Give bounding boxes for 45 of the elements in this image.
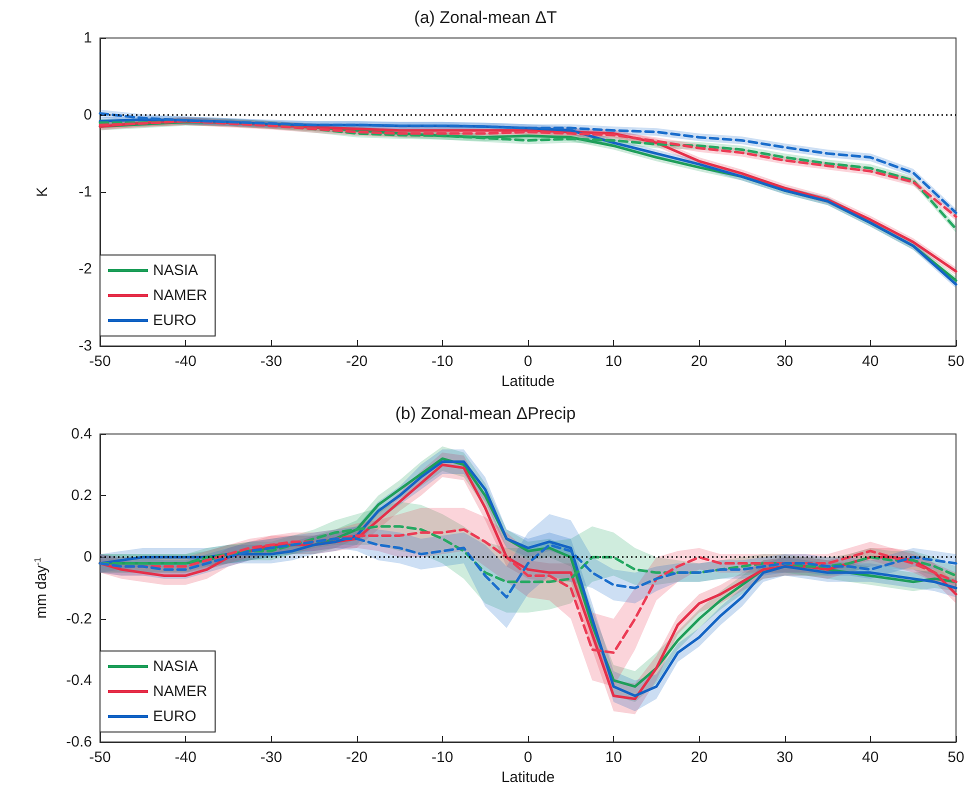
y-axis-title: mm day-1 (32, 557, 50, 619)
x-axis-title: Latitude (501, 373, 555, 390)
y-tick-label: 0.2 (71, 487, 92, 504)
legend-label: EURO (153, 708, 196, 725)
x-tick-label: 0 (524, 749, 532, 766)
chart-title: (b) Zonal-mean ΔPrecip (395, 404, 576, 423)
x-tick-label: 50 (948, 353, 964, 370)
x-tick-label: 10 (605, 749, 622, 766)
y-tick-label: -0.2 (66, 610, 92, 628)
x-tick-label: -50 (89, 749, 111, 766)
y-tick-label: 1 (84, 30, 92, 46)
x-tick-label: 20 (690, 353, 708, 370)
x-tick-label: 20 (690, 749, 708, 766)
x-tick-label: 40 (862, 749, 879, 766)
y-axis-title: K (34, 186, 51, 198)
x-tick-label: 0 (524, 353, 532, 370)
y-tick-label: -0.4 (66, 672, 92, 689)
x-tick-label: -50 (89, 353, 111, 370)
chart-title: (a) Zonal-mean ΔT (414, 8, 557, 27)
x-tick-label: 30 (776, 353, 794, 370)
legend-label: NAMER (153, 287, 208, 304)
x-tick-label: -10 (432, 353, 454, 370)
x-axis-title: Latitude (501, 769, 555, 786)
x-tick-label: -40 (174, 749, 196, 766)
x-tick-label: 50 (948, 749, 964, 766)
legend-label: EURO (153, 312, 196, 329)
x-tick-label: -20 (346, 749, 368, 766)
x-tick-label: -30 (260, 353, 282, 370)
x-tick-label: -20 (346, 353, 368, 370)
y-tick-label: 0 (84, 548, 92, 566)
legend-label: NASIA (153, 658, 198, 675)
y-tick-label: -0.6 (66, 734, 92, 750)
x-tick-label: -10 (432, 749, 454, 766)
x-tick-label: 30 (776, 749, 794, 766)
legend-label: NAMER (153, 683, 208, 700)
legend-label: NASIA (153, 262, 198, 279)
y-tick-label: 0.4 (71, 426, 92, 442)
y-tick-label: -3 (78, 338, 92, 354)
y-tick-label: 0 (84, 106, 92, 124)
y-tick-label: -1 (78, 184, 92, 200)
x-tick-label: -30 (260, 749, 282, 766)
x-tick-label: -40 (174, 353, 196, 370)
y-tick-label: -2 (78, 260, 92, 278)
x-tick-label: 10 (605, 353, 622, 370)
x-tick-label: 40 (862, 353, 879, 370)
